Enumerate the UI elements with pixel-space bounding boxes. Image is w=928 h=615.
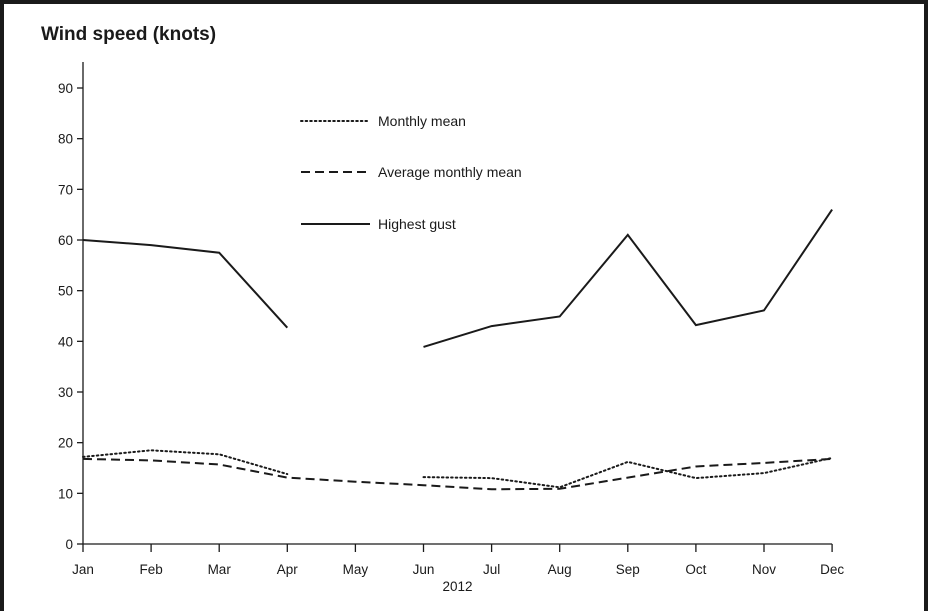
series-line-average-monthly-mean	[82, 457, 833, 491]
series-line-monthly-mean	[422, 456, 834, 489]
legend-label: Monthly mean	[378, 113, 466, 129]
x-tick-label: Mar	[208, 562, 232, 577]
x-tick-label: Apr	[277, 562, 299, 577]
line-chart: 0 10 20 30 40 50 60 70 80 90 Jan Feb Mar Apr May Jun Jul…	[58, 62, 844, 594]
x-tick-label: Dec	[820, 562, 844, 577]
y-tick-label: 50	[58, 284, 73, 299]
x-tick-label: Sep	[616, 562, 640, 577]
y-tick-label: 10	[58, 486, 73, 501]
x-tick-label: Feb	[139, 562, 162, 577]
y-tick-label: 0	[65, 537, 73, 552]
series-line-highest-gust	[82, 239, 289, 329]
y-tick-label: 20	[58, 436, 73, 451]
chart-title: Wind speed (knots)	[41, 24, 217, 45]
x-axis-label: 2012	[443, 579, 473, 594]
legend: Monthly mean Average monthly mean Highest …	[300, 113, 522, 232]
axes: 0 10 20 30 40 50 60 70 80 90 Jan Feb Mar Apr May Jun Jul…	[58, 62, 844, 594]
series-line-highest-gust	[423, 209, 833, 348]
legend-label: Highest gust	[378, 216, 456, 232]
x-tick-label: Jan	[72, 562, 94, 577]
y-tick-label: 40	[58, 334, 73, 349]
legend-label: Average monthly mean	[378, 164, 522, 180]
y-tick-label: 70	[58, 182, 73, 197]
y-tick-label: 60	[58, 233, 73, 248]
x-tick-label: Jul	[483, 562, 500, 577]
x-tick-label: Aug	[548, 562, 572, 577]
y-tick-label: 90	[58, 81, 73, 96]
x-tick-label: May	[343, 562, 369, 577]
y-tick-label: 30	[58, 385, 73, 400]
x-tick-label: Jun	[413, 562, 435, 577]
x-tick-label: Nov	[752, 562, 776, 577]
y-tick-label: 80	[58, 132, 73, 147]
series-line-monthly-mean	[82, 449, 289, 476]
series-lines	[82, 209, 834, 491]
x-tick-label: Oct	[685, 562, 706, 577]
